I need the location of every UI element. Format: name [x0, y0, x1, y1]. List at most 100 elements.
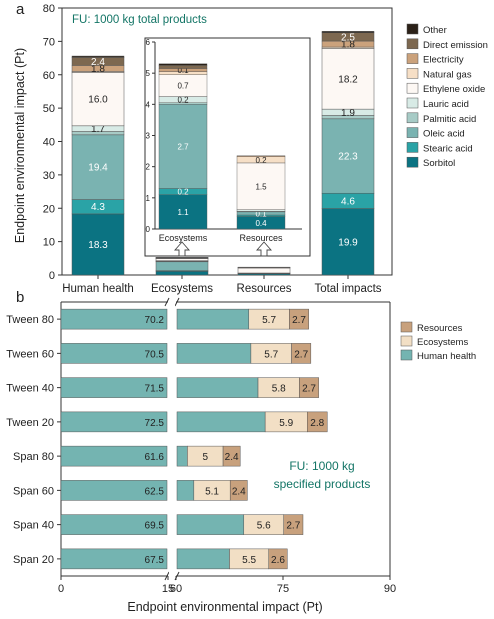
inset-y-tick-label: 1	[146, 194, 151, 203]
bar-segment-human-health-right	[176, 445, 188, 467]
inset-bar-segment	[236, 162, 286, 210]
x-axis-title: Endpoint environmental impact (Pt)	[127, 600, 322, 614]
bar-segment-human-health-left	[60, 308, 168, 330]
bar-segment-resources	[222, 445, 241, 467]
legend-swatch	[406, 97, 419, 109]
y-category-label: Span 20	[13, 554, 54, 566]
bar-segment-resources	[268, 548, 288, 570]
bar-segment	[321, 208, 375, 276]
data-label: 4.3	[91, 202, 105, 213]
bar-segment-resources	[229, 480, 248, 501]
inset-bar-segment	[236, 155, 286, 157]
bar-segment-resources	[289, 308, 309, 330]
data-label: 1.8	[341, 40, 355, 51]
inset-y-tick-label: 3	[146, 132, 151, 141]
x-category-label: Human health	[62, 283, 134, 295]
bar-segment-human-health-right	[176, 377, 259, 398]
data-label: 16.0	[88, 95, 108, 106]
bar-segment	[71, 55, 125, 58]
data-label: 22.3	[338, 152, 358, 163]
y-tick-label: 50	[43, 103, 55, 115]
data-label: 5	[202, 452, 208, 463]
axis-break-mark	[164, 297, 170, 307]
y-tick-label: 40	[43, 137, 55, 149]
legend-label: Other	[423, 25, 447, 36]
bar-segment	[71, 134, 125, 200]
bar-segment-human-health-right	[176, 411, 266, 433]
legend-swatch	[406, 127, 419, 138]
bar-segment-human-health-left	[60, 548, 168, 570]
legend-label: Lauric acid	[423, 99, 469, 110]
data-label: 2.5	[341, 32, 355, 43]
inset-data-label: 0.7	[177, 82, 189, 91]
inset-y-tick-label: 2	[146, 163, 151, 172]
y-axis-title: Endpoint environmental impact (Pt)	[13, 48, 27, 243]
y-category-label: Span 60	[13, 485, 54, 497]
data-label: 70.2	[145, 315, 165, 326]
y-category-label: Span 80	[13, 451, 54, 463]
y-category-label: Span 40	[13, 520, 54, 532]
bar-segment	[237, 267, 291, 274]
bar-segment	[155, 271, 209, 276]
legend-label: Stearic acid	[423, 143, 473, 154]
data-label: 72.5	[145, 418, 165, 429]
data-label: 5.1	[205, 486, 219, 497]
x-tick-label: 15	[162, 583, 174, 595]
data-label: 1.8	[91, 64, 105, 75]
data-label: 19.4	[88, 163, 108, 174]
y-category-label: Tween 40	[6, 383, 54, 395]
bar-segment	[321, 31, 375, 33]
data-label: 2.8	[310, 418, 324, 429]
data-label: 18.3	[88, 240, 108, 251]
data-label: 2.6	[271, 555, 285, 566]
data-label: 5.7	[264, 349, 278, 360]
legend-label: Palmitic acid	[423, 114, 476, 125]
data-label: 5.9	[279, 418, 293, 429]
bar-segment	[321, 118, 375, 194]
zoom-arrow-icon	[174, 241, 190, 257]
data-label: 61.6	[145, 452, 165, 463]
axis-break-mark	[174, 297, 180, 307]
inset-category-label: Resources	[239, 233, 283, 243]
data-label: 2.4	[91, 57, 105, 68]
inset-bar-segment	[158, 104, 208, 189]
bar-segment	[71, 213, 125, 276]
y-tick-label: 30	[43, 170, 55, 182]
data-label: 18.2	[338, 74, 358, 85]
y-tick-label: 0	[49, 270, 55, 282]
data-label: 2.7	[302, 384, 316, 395]
y-category-label: Tween 20	[6, 417, 54, 429]
inset-y-tick-label: 5	[146, 69, 151, 78]
data-label: 1.9	[341, 108, 355, 119]
legend-swatch	[400, 321, 413, 333]
legend-label: Human health	[417, 351, 476, 362]
legend-label: Oleic acid	[423, 129, 465, 140]
x-tick-label: 0	[58, 583, 64, 595]
inset-data-label: 1.1	[177, 208, 189, 217]
data-label: 19.9	[338, 237, 358, 248]
data-label: 5.5	[242, 555, 256, 566]
data-label: 71.5	[145, 384, 165, 395]
bar-segment-human-health-right	[176, 308, 250, 330]
data-label: 5.8	[272, 384, 286, 395]
bar-segment-human-health-left	[60, 514, 168, 535]
inset-data-label: 0.4	[255, 219, 267, 228]
bar-segment-human-health-right	[176, 480, 195, 501]
bar-segment-human-health-left	[60, 377, 168, 398]
legend-swatch	[406, 82, 419, 94]
inset-category-label: Ecosystems	[159, 233, 208, 243]
data-label: 4.6	[341, 196, 355, 207]
data-label: 2.7	[286, 521, 300, 532]
bar-segment-resources	[307, 411, 328, 433]
inset-data-label: 0.2	[177, 188, 189, 197]
fu-annotation-a: FU: 1000 kg total products	[72, 14, 207, 26]
data-label: 67.5	[145, 555, 165, 566]
inset-bar-segment	[158, 194, 208, 230]
x-tick-label: 60	[170, 583, 182, 595]
legend-swatch	[406, 38, 419, 50]
y-tick-label: 80	[43, 3, 55, 15]
y-tick-label: 20	[43, 203, 55, 215]
fu-annotation-b-line: FU: 1000 kg	[289, 459, 354, 473]
